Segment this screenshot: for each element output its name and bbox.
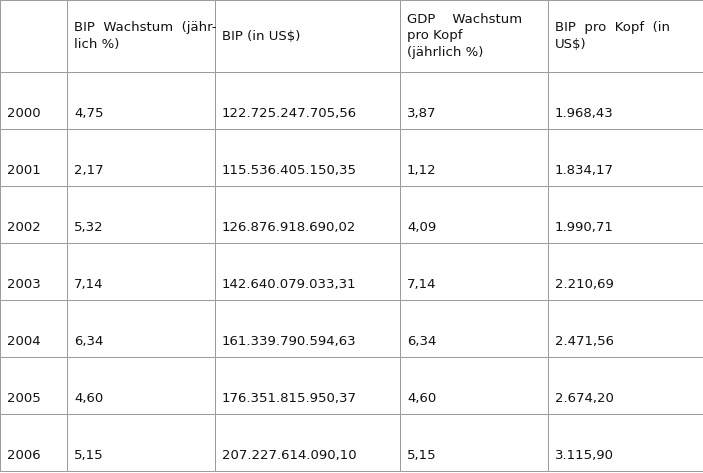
Text: 2.471,56: 2.471,56 <box>555 334 614 348</box>
Text: 161.339.790.594,63: 161.339.790.594,63 <box>222 334 356 348</box>
Bar <box>0 357 67 414</box>
Bar <box>400 243 548 300</box>
Bar <box>548 243 703 300</box>
Bar <box>548 186 703 243</box>
Bar <box>548 300 703 357</box>
Text: 4,60: 4,60 <box>74 392 103 404</box>
Bar <box>215 72 400 129</box>
Bar <box>400 414 548 471</box>
Bar <box>67 357 215 414</box>
Text: 2000: 2000 <box>7 106 41 120</box>
Text: 2005: 2005 <box>7 392 41 404</box>
Bar <box>400 0 548 72</box>
Text: 2004: 2004 <box>7 334 41 348</box>
Text: 2001: 2001 <box>7 164 41 176</box>
Text: 4,75: 4,75 <box>74 106 103 120</box>
Text: 207.227.614.090,10: 207.227.614.090,10 <box>222 448 356 462</box>
Text: 5,15: 5,15 <box>407 448 437 462</box>
Text: 176.351.815.950,37: 176.351.815.950,37 <box>222 392 357 404</box>
Text: 2002: 2002 <box>7 220 41 234</box>
Bar <box>0 186 67 243</box>
Bar <box>548 72 703 129</box>
Text: 2006: 2006 <box>7 448 41 462</box>
Bar <box>0 243 67 300</box>
Bar <box>548 414 703 471</box>
Bar <box>548 357 703 414</box>
Bar <box>215 357 400 414</box>
Text: 126.876.918.690,02: 126.876.918.690,02 <box>222 220 356 234</box>
Bar <box>548 0 703 72</box>
Text: 7,14: 7,14 <box>407 278 437 290</box>
Text: BIP (in US$): BIP (in US$) <box>222 29 300 43</box>
Text: 122.725.247.705,56: 122.725.247.705,56 <box>222 106 357 120</box>
Text: 2,17: 2,17 <box>74 164 103 176</box>
Bar <box>0 0 67 72</box>
Text: 1.990,71: 1.990,71 <box>555 220 614 234</box>
Bar <box>400 186 548 243</box>
Text: 3,87: 3,87 <box>407 106 437 120</box>
Bar <box>0 300 67 357</box>
Text: BIP  Wachstum  (jähr-
lich %): BIP Wachstum (jähr- lich %) <box>74 21 217 51</box>
Bar <box>400 300 548 357</box>
Bar <box>67 243 215 300</box>
Bar <box>67 129 215 186</box>
Text: 2.674,20: 2.674,20 <box>555 392 614 404</box>
Bar <box>548 129 703 186</box>
Text: 7,14: 7,14 <box>74 278 103 290</box>
Text: 1,12: 1,12 <box>407 164 437 176</box>
Text: 2003: 2003 <box>7 278 41 290</box>
Text: 1.834,17: 1.834,17 <box>555 164 614 176</box>
Bar <box>215 0 400 72</box>
Bar <box>67 0 215 72</box>
Bar <box>0 72 67 129</box>
Bar <box>215 186 400 243</box>
Text: 5,32: 5,32 <box>74 220 103 234</box>
Bar <box>400 72 548 129</box>
Text: 1.968,43: 1.968,43 <box>555 106 614 120</box>
Text: 115.536.405.150,35: 115.536.405.150,35 <box>222 164 357 176</box>
Text: 2.210,69: 2.210,69 <box>555 278 614 290</box>
Text: 4,60: 4,60 <box>407 392 437 404</box>
Bar <box>67 300 215 357</box>
Text: GDP    Wachstum
pro Kopf
(jährlich %): GDP Wachstum pro Kopf (jährlich %) <box>407 13 522 59</box>
Text: 6,34: 6,34 <box>74 334 103 348</box>
Bar <box>400 357 548 414</box>
Bar <box>67 414 215 471</box>
Bar <box>0 414 67 471</box>
Bar <box>215 300 400 357</box>
Text: 142.640.079.033,31: 142.640.079.033,31 <box>222 278 356 290</box>
Text: 5,15: 5,15 <box>74 448 103 462</box>
Text: 3.115,90: 3.115,90 <box>555 448 614 462</box>
Bar <box>67 72 215 129</box>
Bar <box>400 129 548 186</box>
Bar <box>67 186 215 243</box>
Bar <box>215 129 400 186</box>
Bar <box>215 243 400 300</box>
Bar <box>215 414 400 471</box>
Text: 6,34: 6,34 <box>407 334 437 348</box>
Text: BIP  pro  Kopf  (in
US$): BIP pro Kopf (in US$) <box>555 21 670 51</box>
Text: 4,09: 4,09 <box>407 220 437 234</box>
Bar <box>0 129 67 186</box>
